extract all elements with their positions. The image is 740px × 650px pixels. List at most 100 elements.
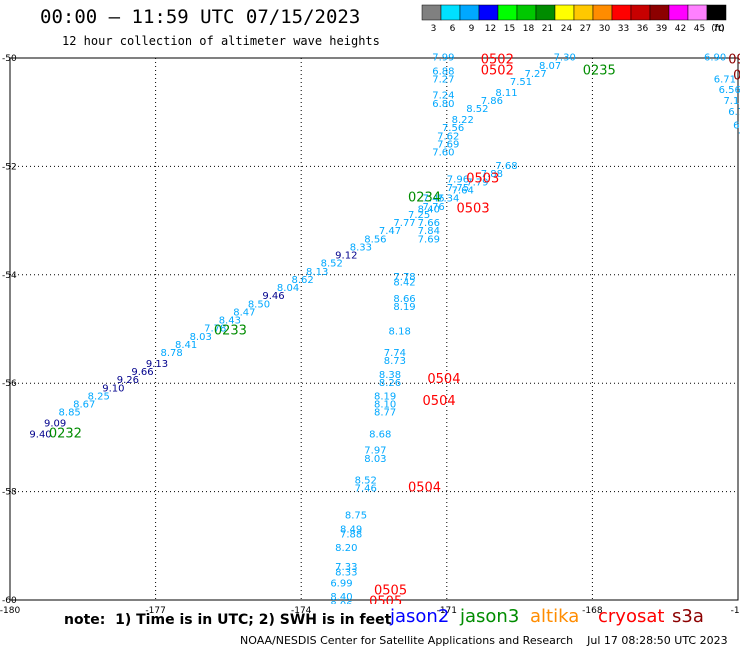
- wave-height-label: 7.60: [432, 148, 454, 159]
- map-frame: [9, 57, 739, 601]
- colorbar-label: 39: [656, 24, 668, 34]
- wave-height-label: 8.66: [393, 294, 415, 305]
- y-tick-label: -56: [2, 379, 17, 389]
- colorbar-swatch: [630, 4, 651, 21]
- pass-time-label: 0503: [457, 201, 490, 216]
- wave-height-label: 8.78: [160, 348, 182, 359]
- wave-height-label: 8.49: [340, 524, 362, 535]
- wave-height-label: 7.24: [432, 91, 454, 102]
- wave-height-label: 7.30: [554, 53, 576, 64]
- colorbar-swatch: [554, 4, 575, 21]
- wave-height-label: 7.75: [447, 183, 469, 194]
- wave-height-label: 8.77: [374, 408, 396, 419]
- pass-time-label: 0235: [583, 63, 616, 78]
- wave-height-label: 8.20: [335, 543, 357, 554]
- wave-height-label: 7.46: [355, 484, 377, 495]
- colorbar-label: 45: [694, 24, 705, 34]
- footer-credit: NOAA/NESDIS Center for Satellite Applica…: [240, 634, 728, 647]
- x-tick-label: -174: [291, 606, 312, 616]
- colorbar-swatch: [421, 4, 442, 21]
- x-tick-label: -171: [437, 606, 457, 616]
- wave-height-label: 9.13: [146, 359, 168, 370]
- wave-height-label: 7.27: [432, 74, 454, 85]
- colorbar-swatch: [592, 4, 613, 21]
- colorbar-swatch: [687, 4, 708, 21]
- wave-height-label: 9.40: [29, 429, 51, 440]
- wave-height-label: 6.90: [704, 53, 726, 64]
- wave-height-label: 8.19: [393, 302, 415, 313]
- y-tick-label: -52: [2, 162, 17, 172]
- colorbar-unit: (ft): [711, 24, 725, 34]
- colorbar-swatch: [706, 4, 727, 21]
- wave-height-label: 7.96: [447, 175, 469, 186]
- note-text: note: 1) Time is in UTC; 2) SWH is in fe…: [64, 612, 392, 628]
- wave-height-label: 7.86: [481, 96, 503, 107]
- colorbar-label: 9: [469, 24, 475, 34]
- wave-height-label: 7.27: [524, 69, 546, 80]
- pass-time-label: 0505: [369, 594, 402, 609]
- wave-height-label: 9.09: [44, 419, 66, 430]
- wave-height-label: 7.84: [418, 226, 440, 237]
- map-subtitle: 12 hour collection of altimeter wave hei…: [62, 34, 380, 48]
- pass-time-label: 0949: [728, 52, 740, 67]
- colorbar-swatch: [573, 4, 594, 21]
- wave-height-label: 9.66: [131, 367, 153, 378]
- wave-height-label: 8.47: [233, 307, 255, 318]
- wave-height-label: 7.76: [423, 202, 445, 213]
- wave-height-label: 8.67: [73, 400, 95, 411]
- wave-height-label: 8.10: [374, 400, 396, 411]
- x-tick-label: -177: [145, 606, 165, 616]
- pass-time-label: 0504: [427, 372, 460, 387]
- wave-height-label: 8.43: [219, 316, 241, 327]
- pass-time-label: 0502: [481, 52, 514, 67]
- wave-height-label: 8.38: [379, 370, 401, 381]
- wave-height-label: 8.13: [306, 267, 328, 278]
- wave-height-label: 8.18: [389, 326, 411, 337]
- colorbar-label: 36: [637, 24, 649, 34]
- wave-height-label: 6.71: [714, 74, 736, 85]
- wave-height-label: 7.69: [437, 139, 459, 150]
- colorbar-swatch: [459, 4, 480, 21]
- colorbar-label: 12: [485, 24, 496, 34]
- wave-height-label: 8.33: [350, 242, 372, 253]
- wave-height-label: 8.42: [393, 278, 415, 289]
- wave-height-label: 7.45: [423, 194, 445, 205]
- pass-time-label: 0503: [466, 172, 499, 187]
- wave-height-label: 7.64: [452, 186, 474, 197]
- wave-height-label: 7.79: [466, 177, 488, 188]
- wave-height-label: 9.10: [102, 383, 124, 394]
- pass-time-label: 0504: [408, 481, 441, 496]
- colorbar-label: 6: [450, 24, 456, 34]
- colorbar-label: 24: [561, 24, 573, 34]
- wave-height-label: 6.88: [432, 66, 454, 77]
- colorbar-label: 27: [580, 24, 591, 34]
- wave-height-label: 8.75: [345, 511, 367, 522]
- wave-height-label: 8.62: [291, 275, 313, 286]
- wave-height-label: 9.12: [335, 251, 357, 262]
- x-tick-label: -180: [0, 606, 20, 616]
- legend-s3a: s3a: [672, 606, 704, 627]
- colorbar-swatch: [440, 4, 461, 21]
- wave-height-label: 8.52: [321, 259, 343, 270]
- wave-height-label: 8.41: [175, 340, 197, 351]
- wave-height-label: 8.33: [335, 568, 357, 579]
- legend-altika: altika: [530, 606, 580, 627]
- y-tick-label: -60: [2, 596, 17, 606]
- wave-height-label: 7.88: [340, 530, 362, 541]
- wave-height-label: 7.32: [738, 131, 740, 142]
- colorbar-label: 15: [504, 24, 515, 34]
- x-tick-label: -16: [731, 606, 740, 616]
- colorbar-label: 33: [618, 24, 629, 34]
- pass-time-label: 0505: [374, 584, 407, 599]
- wave-height-label: 7.78: [393, 272, 415, 283]
- wave-height-label: 8.11: [495, 88, 517, 99]
- wave-height-label: 8.40: [330, 592, 352, 603]
- colorbar-label: 30: [599, 24, 611, 34]
- legend-cryosat: cryosat: [598, 606, 665, 627]
- wave-height-label: 6.68: [733, 120, 740, 131]
- wave-height-label: 8.03: [190, 332, 212, 343]
- legend-jason2: jason2: [390, 606, 450, 627]
- pass-time-label: 0948: [733, 69, 740, 84]
- wave-height-label: 8.19: [374, 391, 396, 402]
